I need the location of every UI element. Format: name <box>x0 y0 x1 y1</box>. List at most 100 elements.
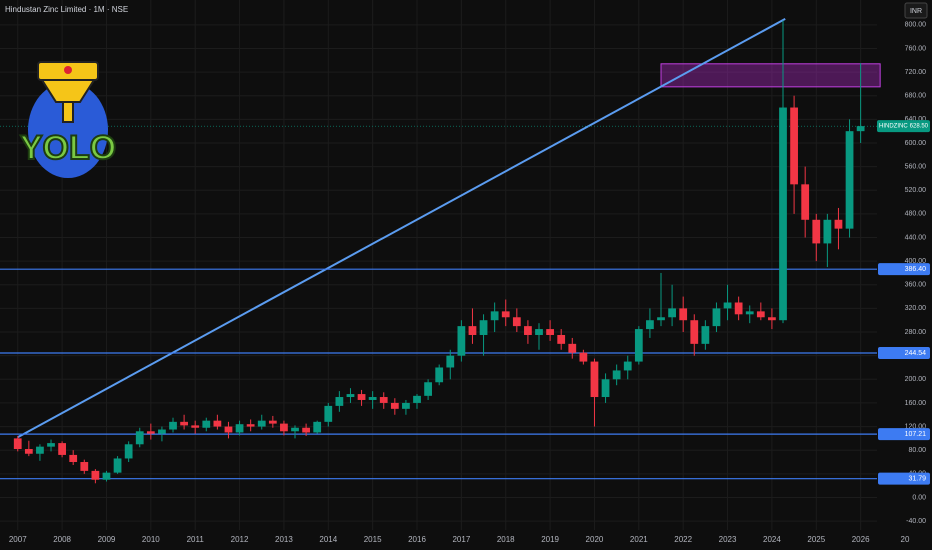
candle-body <box>546 329 554 335</box>
y-tick-label: 600.00 <box>905 140 927 147</box>
candle-body <box>768 317 776 321</box>
y-tick-label: 720.00 <box>905 69 927 76</box>
logo: YOLO <box>19 61 117 178</box>
candle-body <box>402 402 410 409</box>
logo-bowl <box>40 79 96 103</box>
level-tag <box>878 263 930 276</box>
y-tick-label: 160.00 <box>905 400 927 407</box>
x-tick-label: 2012 <box>231 535 249 544</box>
candle-body <box>557 334 566 344</box>
candle-body <box>512 317 521 327</box>
candle-body <box>169 421 177 430</box>
y-tick-label: -40.00 <box>906 518 926 525</box>
candle-body <box>690 320 699 344</box>
candle-body <box>146 431 155 434</box>
candle-body <box>568 343 577 353</box>
candle-body <box>368 397 377 400</box>
last-price-label: 628.50 <box>910 124 929 130</box>
candle-body <box>202 420 211 428</box>
candle-body <box>734 302 743 315</box>
y-tick-label: 680.00 <box>905 93 927 100</box>
candle-body <box>446 355 455 368</box>
candle-body <box>113 458 122 473</box>
level-label: 31.79 <box>908 476 926 483</box>
candle-body <box>634 329 643 362</box>
candle-body <box>324 405 333 422</box>
x-tick-label: 2013 <box>275 535 293 544</box>
candle-body <box>524 326 532 335</box>
y-tick-label: 120.00 <box>905 423 927 430</box>
x-tick-label: 2024 <box>763 535 781 544</box>
candle-body <box>313 421 322 433</box>
candle-body <box>135 431 144 445</box>
candle-body <box>490 311 499 321</box>
currency-box <box>904 2 928 19</box>
x-tick-label: 2020 <box>586 535 604 544</box>
trend-line <box>17 18 786 439</box>
candle-body <box>457 326 466 356</box>
axes: -40.000.0040.0080.00120.00160.00200.0024… <box>9 22 930 544</box>
candle-body <box>679 308 688 321</box>
candle-body <box>24 449 33 454</box>
y-tick-label: 320.00 <box>905 305 927 312</box>
candle-body <box>823 219 832 244</box>
candle-body <box>191 425 200 428</box>
candle-body <box>102 472 111 480</box>
y-tick-label: 80.00 <box>908 447 926 454</box>
candle-body <box>235 424 244 433</box>
candle-body <box>91 470 100 480</box>
level-tag <box>878 472 930 485</box>
currency: INR <box>910 8 922 15</box>
x-tick-label: 2011 <box>187 535 205 544</box>
x-tick-label: 2026 <box>852 535 870 544</box>
drawings <box>0 18 881 480</box>
x-tick-label: 2010 <box>142 535 160 544</box>
candle-body <box>468 326 477 335</box>
y-tick-label: 800.00 <box>905 22 927 29</box>
x-tick-label: 2023 <box>719 535 737 544</box>
x-tick-label: 2014 <box>319 535 337 544</box>
x-tick-label: 2007 <box>9 535 27 544</box>
candle-body <box>413 395 421 403</box>
candle-body <box>13 438 22 450</box>
candle-body <box>712 308 721 327</box>
x-tick-label: 2019 <box>541 535 559 544</box>
y-tick-label: 400.00 <box>905 258 927 265</box>
y-tick-label: 200.00 <box>905 376 927 383</box>
zone <box>660 63 881 88</box>
candle-body <box>756 311 765 318</box>
chart-title: Hindustan Zinc Limited · 1M · NSE <box>5 5 128 14</box>
candle-body <box>180 421 188 426</box>
x-tick-label: 2009 <box>98 535 116 544</box>
candle-body <box>302 427 310 433</box>
candle-body <box>657 317 665 321</box>
logo-oval <box>28 82 108 178</box>
x-tick-label: 2025 <box>807 535 825 544</box>
logo-gem <box>64 66 72 74</box>
candle-body <box>346 394 355 398</box>
y-tick-label: 440.00 <box>905 234 927 241</box>
x-tick-label: 2015 <box>364 535 382 544</box>
candle-body <box>601 379 610 398</box>
candle-body <box>779 107 787 321</box>
y-tick-label: 760.00 <box>905 45 927 52</box>
level-label: 386.40 <box>905 266 927 273</box>
candle-body <box>790 107 798 185</box>
x-tick-label: 20 <box>901 535 910 544</box>
candle-body <box>335 397 344 406</box>
candles <box>13 20 865 484</box>
candle-body <box>623 361 632 371</box>
candle-body <box>668 308 676 318</box>
logo-stem <box>62 101 74 123</box>
candle-body <box>723 302 732 309</box>
candle-body <box>213 420 222 427</box>
x-tick-label: 2008 <box>53 535 71 544</box>
candle-body <box>69 454 78 463</box>
last-price-tag <box>877 120 930 133</box>
y-tick-label: 520.00 <box>905 187 927 194</box>
candle-body <box>845 131 854 229</box>
candle-body <box>36 446 44 454</box>
y-tick-label: 0.00 <box>912 494 926 501</box>
y-tick-label: 360.00 <box>905 282 927 289</box>
